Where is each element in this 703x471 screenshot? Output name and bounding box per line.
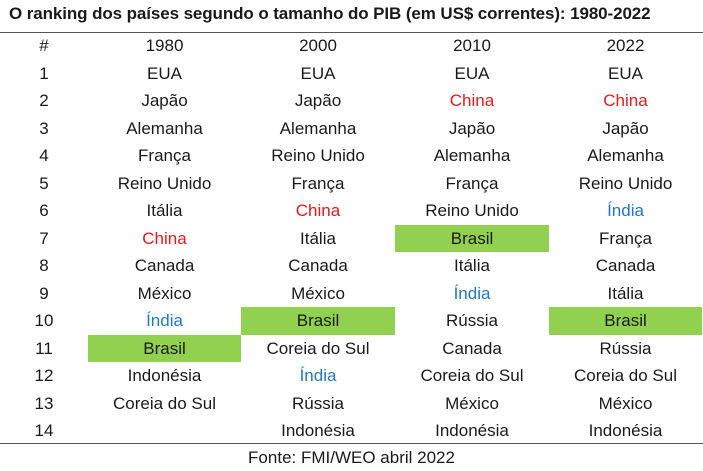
country-cell: Canada <box>595 256 656 275</box>
country-cell: Japão <box>448 118 496 138</box>
rank-cell: 6 <box>39 201 49 220</box>
header-year-2000: 2000 <box>299 36 337 55</box>
country-cell: Coreia do Sul <box>266 338 370 358</box>
country-cell: Itália <box>454 256 490 275</box>
country-cell: Itália <box>300 228 336 248</box>
country-cell: EUA <box>147 63 182 83</box>
country-cell: EUA <box>300 63 336 83</box>
country-cell: Coreia do Sul <box>420 366 524 385</box>
country-cell: Rússia <box>292 393 344 413</box>
country-cell: Indonésia <box>127 366 202 385</box>
table-title: O ranking dos países segundo o tamanho d… <box>9 4 651 23</box>
country-cell: Canada <box>134 256 195 275</box>
country-cell: China <box>603 91 648 110</box>
rank-cell: 2 <box>39 91 49 110</box>
table-row: 11 Brasil Coreia do Sul Canada Rússia <box>0 334 703 362</box>
table-row: 14 Indonésia Indonésia Indonésia <box>0 417 703 445</box>
country-cell <box>88 417 241 445</box>
country-cell: EUA <box>454 63 490 83</box>
country-cell: França <box>445 173 499 193</box>
country-cell: Japão <box>141 91 188 110</box>
table-row: 2 Japão Japão China China <box>0 87 703 115</box>
rank-cell: 5 <box>39 173 49 193</box>
country-cell: Itália <box>146 201 183 220</box>
country-cell: Índia <box>146 311 183 330</box>
country-cell: França <box>599 228 652 248</box>
country-cell: China <box>295 201 341 220</box>
table-row: 10 Índia Brasil Rússia Brasil <box>0 307 703 335</box>
country-cell: Indonésia <box>281 421 355 440</box>
country-cell-brasil-highlight: Brasil <box>549 307 702 335</box>
country-cell: Reino Unido <box>425 201 519 220</box>
country-cell: Alemanha <box>126 118 203 138</box>
country-cell: França <box>138 146 191 165</box>
rank-cell: 4 <box>39 146 49 165</box>
header-rank: # <box>39 36 49 55</box>
country-cell: México <box>445 393 499 413</box>
country-cell: Indonésia <box>435 421 509 440</box>
country-cell: Japão <box>602 118 649 138</box>
country-cell: Indonésia <box>588 421 663 440</box>
rank-cell: 7 <box>39 228 49 248</box>
country-cell: Alemanha <box>279 118 357 138</box>
country-cell: México <box>291 283 345 303</box>
table-row: 12 Indonésia Índia Coreia do Sul Coreia do S… <box>0 362 703 390</box>
country-cell-brasil-highlight: Brasil <box>395 224 549 252</box>
country-cell: Rússia <box>446 311 498 330</box>
country-cell: Índia <box>299 366 337 385</box>
country-cell: Itália <box>607 283 644 303</box>
rank-cell: 14 <box>34 421 54 440</box>
country-cell-brasil-highlight: Brasil <box>88 334 241 362</box>
header-year-2010: 2010 <box>453 36 491 55</box>
table-row: 1 EUA EUA EUA EUA <box>0 60 703 88</box>
rank-cell: 1 <box>39 63 49 83</box>
country-cell: Rússia <box>599 338 652 358</box>
country-cell: Alemanha <box>433 146 511 165</box>
header-year-1980: 1980 <box>145 36 184 55</box>
table-row: 9 México México Índia Itália <box>0 280 703 308</box>
rank-cell: 12 <box>34 366 54 385</box>
table-row: 6 Itália China Reino Unido Índia <box>0 197 703 225</box>
country-cell: México <box>598 393 653 413</box>
country-cell: China <box>449 91 495 110</box>
table-bottom-rule <box>0 443 703 444</box>
country-cell: Reino Unido <box>117 173 212 193</box>
country-cell: Reino Unido <box>578 173 673 193</box>
table-row: 5 Reino Unido França França Reino Unido <box>0 170 703 198</box>
rank-cell: 13 <box>34 393 54 413</box>
rank-cell: 9 <box>39 283 49 303</box>
rank-cell: 11 <box>35 338 53 358</box>
country-cell: Canada <box>288 256 348 275</box>
rank-cell: 10 <box>34 311 54 330</box>
country-cell: Coreia do Sul <box>573 366 677 385</box>
country-cell: Japão <box>294 91 342 110</box>
country-cell: China <box>142 228 187 248</box>
table-row: 3 Alemanha Alemanha Japão Japão <box>0 115 703 143</box>
table-row: 8 Canada Canada Itália Canada <box>0 252 703 280</box>
country-cell-brasil-highlight: Brasil <box>241 307 395 335</box>
country-cell: Índia <box>453 283 491 303</box>
country-cell: México <box>137 283 192 303</box>
table-row: 7 China Itália Brasil França <box>0 224 703 252</box>
country-cell: Reino Unido <box>271 146 365 165</box>
source-note: Fonte: FMI/WEO abril 2022 <box>248 448 455 467</box>
rank-cell: 8 <box>39 256 49 275</box>
country-cell: Índia <box>607 201 644 220</box>
country-cell: Alemanha <box>587 146 664 165</box>
country-cell: EUA <box>608 63 643 83</box>
country-cell: Canada <box>442 338 502 358</box>
rank-cell: 3 <box>39 118 49 138</box>
country-cell: Coreia do Sul <box>112 393 216 413</box>
header-year-2022: 2022 <box>606 36 645 55</box>
header-row: #1980 2000 2010 2022 <box>0 32 703 60</box>
header-top-rule <box>0 32 703 33</box>
table-row: 4 França Reino Unido Alemanha Alemanha <box>0 142 703 170</box>
country-cell: França <box>291 173 345 193</box>
table-row: 13 Coreia do Sul Rússia México México <box>0 390 703 418</box>
